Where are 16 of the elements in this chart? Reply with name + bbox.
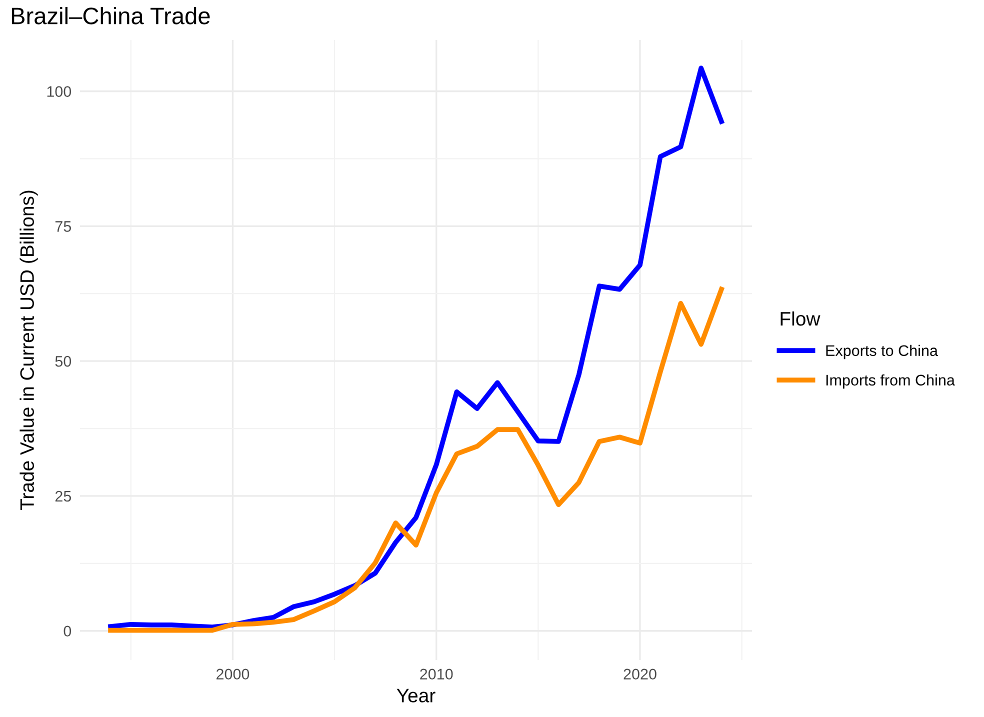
x-tick-label: 2020	[624, 668, 656, 680]
line-series	[108, 66, 724, 630]
y-tick-label: 25	[55, 490, 72, 502]
line-series	[108, 286, 724, 633]
x-tick-label: 2010	[420, 668, 453, 680]
legend-label: Imports from China	[826, 374, 955, 389]
legend-label: Exports to China	[826, 344, 938, 360]
x-axis-title: Year	[396, 688, 436, 702]
y-tick-label: 100	[47, 86, 72, 97]
chart-title: Brazil–China Trade	[12, 6, 210, 24]
legend-title: Flow	[780, 311, 820, 326]
x-tick-label: 2000	[216, 668, 250, 680]
y-tick-label: 0	[64, 626, 72, 637]
y-tick-label: 50	[55, 356, 72, 367]
y-tick-label: 75	[55, 221, 72, 232]
y-axis-title: Trade Value in Current USD (Billions)	[20, 190, 38, 510]
